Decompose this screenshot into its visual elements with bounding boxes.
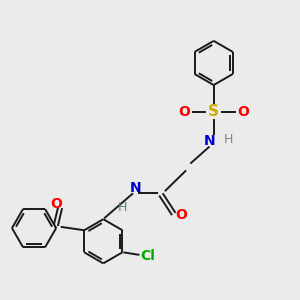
- Text: S: S: [208, 104, 219, 119]
- Text: O: O: [176, 208, 188, 222]
- Text: N: N: [129, 181, 141, 195]
- Text: O: O: [238, 105, 249, 119]
- Text: N: N: [204, 134, 215, 148]
- Text: H: H: [224, 133, 233, 146]
- Text: Cl: Cl: [140, 249, 155, 263]
- Text: O: O: [178, 105, 190, 119]
- Text: O: O: [50, 197, 62, 211]
- Text: H: H: [118, 201, 127, 214]
